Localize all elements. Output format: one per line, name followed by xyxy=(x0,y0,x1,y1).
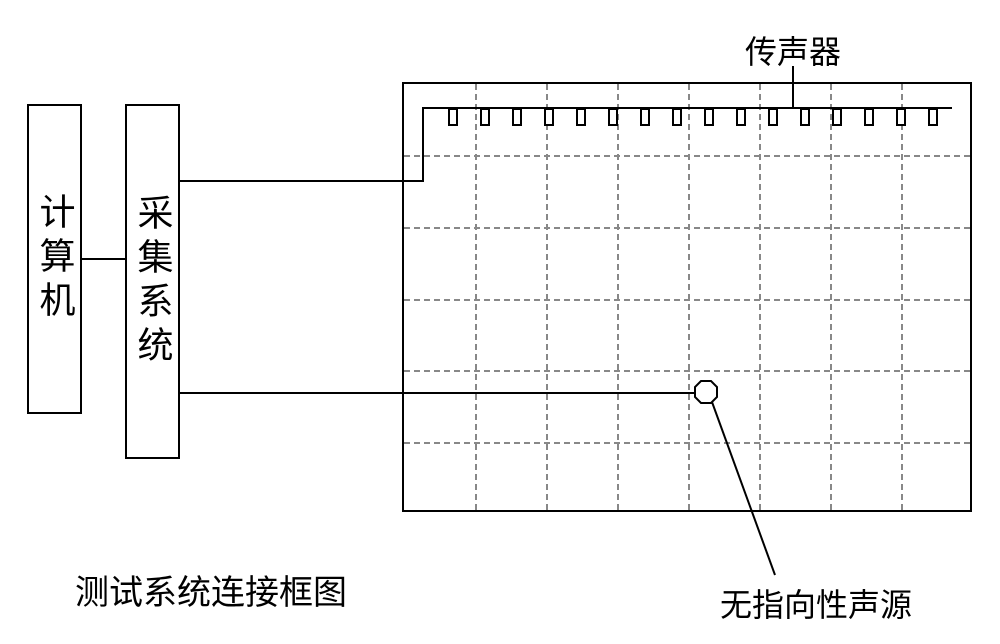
microphone xyxy=(480,108,490,126)
microphone xyxy=(672,108,682,126)
grid-vline xyxy=(901,84,903,510)
microphone xyxy=(800,108,810,126)
microphone xyxy=(896,108,906,126)
connector-computer-acquisition xyxy=(82,258,125,260)
grid-vline xyxy=(546,84,548,510)
computer-box: 计算机 xyxy=(27,104,82,414)
microphone xyxy=(768,108,778,126)
microphone xyxy=(576,108,586,126)
connector-acq-mic-h xyxy=(180,180,422,182)
acquisition-box: 采集系统 xyxy=(125,104,180,459)
grid-vline xyxy=(617,84,619,510)
microphone xyxy=(448,108,458,126)
grid-hline xyxy=(404,442,970,444)
microphone xyxy=(928,108,938,126)
microphone xyxy=(640,108,650,126)
sound-source xyxy=(694,380,718,404)
diagram-title: 测试系统连接框图 xyxy=(75,565,347,614)
microphone xyxy=(512,108,522,126)
grid-hline xyxy=(404,227,970,229)
grid-hline xyxy=(404,155,970,157)
grid-vline xyxy=(830,84,832,510)
sound-source-label: 无指向性声源 xyxy=(720,580,912,626)
microphone xyxy=(736,108,746,126)
microphone xyxy=(832,108,842,126)
microphone xyxy=(608,108,618,126)
microphone xyxy=(704,108,714,126)
grid-hline xyxy=(404,370,970,372)
acquisition-label: 采集系统 xyxy=(127,194,179,370)
microphone xyxy=(864,108,874,126)
diagram-container: 计算机 采集系统 xyxy=(0,0,1000,644)
computer-label: 计算机 xyxy=(29,193,81,325)
grid-vline xyxy=(759,84,761,510)
microphone-leader xyxy=(792,66,794,107)
grid-vline xyxy=(688,84,690,510)
grid-box xyxy=(402,82,972,512)
microphone xyxy=(544,108,554,126)
grid-hline xyxy=(404,299,970,301)
grid-vline xyxy=(475,84,477,510)
